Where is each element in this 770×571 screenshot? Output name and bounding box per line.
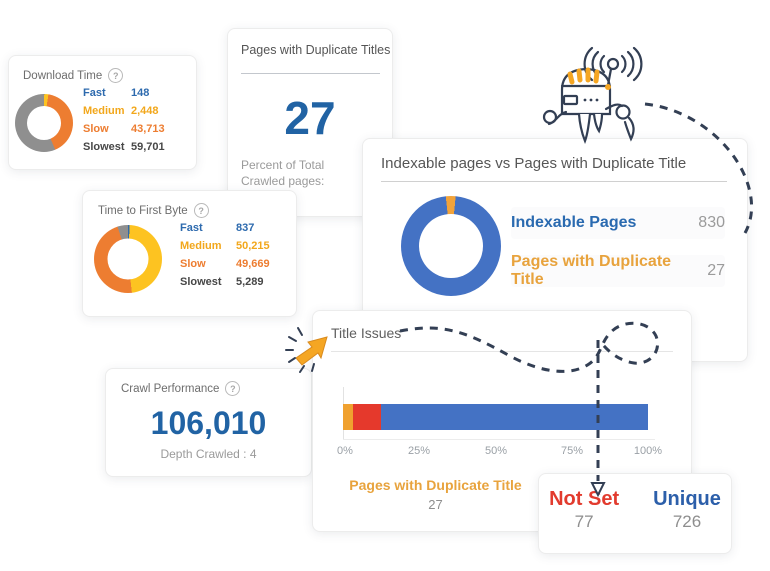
unique-item: Unique 726 <box>653 487 721 533</box>
duplicate-titles-count: 27 <box>284 92 336 144</box>
download-time-donut-chart <box>15 94 73 152</box>
duplicate-titles-card: Pages with Duplicate Titles 27 Percent o… <box>227 28 393 217</box>
legend-row: Slow 49,669 <box>180 255 270 273</box>
unique-label: Unique <box>653 488 721 510</box>
indexable-pages-row: Indexable Pages 830 <box>511 207 725 239</box>
legend-label: Medium <box>83 105 125 117</box>
title-divider <box>331 351 673 352</box>
legend-value: 837 <box>236 222 255 234</box>
legend-label: Slow <box>83 123 109 135</box>
duplicate-title-label: Pages with Duplicate Title <box>511 253 672 288</box>
ttfb-title-text: Time to First Byte <box>98 204 188 217</box>
help-icon[interactable]: ? <box>225 381 241 396</box>
crawl-performance-count: 106,010 <box>150 405 267 441</box>
duplicate-titles-subtitle: Percent of Total Crawled pages: <box>241 157 324 189</box>
download-time-legend: Fast 148 Medium 2,448 Slow 43,713 Slowes… <box>83 84 165 156</box>
axis-tick: 25% <box>407 445 431 457</box>
bar-segment <box>352 404 382 430</box>
download-time-title: Download Time ? <box>9 56 196 83</box>
donut-hole <box>107 238 149 280</box>
duplicate-title-row: Pages with Duplicate Title 27 <box>511 253 725 288</box>
axis-tick: 100% <box>633 445 663 457</box>
axis-tick: 50% <box>484 445 508 457</box>
duplicate-title-value: 27 <box>707 262 725 279</box>
not-set-item: Not Set 77 <box>549 487 619 533</box>
title-issues-title: Title Issues <box>331 325 402 341</box>
not-set-value: 77 <box>574 512 594 531</box>
legend-value: 49,669 <box>236 258 270 270</box>
help-icon[interactable]: ? <box>108 68 124 83</box>
legend-label: Medium <box>180 240 222 252</box>
indexable-donut-chart <box>401 196 501 296</box>
legend-row: Slow 43,713 <box>83 120 165 138</box>
legend-value: 50,215 <box>236 240 270 252</box>
download-time-title-text: Download Time <box>23 69 103 82</box>
not-set-label: Not Set <box>549 488 620 510</box>
legend-value: 148 <box>131 87 150 99</box>
legend-row: Slowest 59,701 <box>83 138 165 156</box>
legend-row: Medium 2,448 <box>83 102 165 120</box>
indexable-card-title: Indexable pages vs Pages with Duplicate … <box>381 155 687 172</box>
legend-label: Slowest <box>83 141 125 153</box>
axis-tick: 75% <box>560 445 584 457</box>
download-time-card: Download Time ? Fast 148 Medium 2,448 Sl… <box>8 55 197 170</box>
indexable-pages-label: Indexable Pages <box>511 214 637 231</box>
legend-row: Medium 50,215 <box>180 237 270 255</box>
legend-label: Slow <box>180 258 206 270</box>
bar-segment <box>343 404 353 430</box>
bar-footer-value: 27 <box>428 497 443 512</box>
legend-value: 43,713 <box>131 123 165 135</box>
unique-value: 726 <box>672 512 702 531</box>
legend-label: Fast <box>180 222 203 234</box>
axis-tick: 0% <box>337 445 353 457</box>
legend-label: Fast <box>83 87 106 99</box>
legend-label: Slowest <box>180 276 222 288</box>
title-divider <box>381 181 727 182</box>
subtitle-line: Crawled pages: <box>241 174 325 188</box>
crawl-performance-title: Crawl Performance ? <box>106 369 311 396</box>
title-issues-stacked-bar <box>343 404 648 430</box>
crawler-robot-icon <box>542 46 643 145</box>
duplicate-titles-title: Pages with Duplicate Titles <box>241 43 391 57</box>
legend-value: 59,701 <box>131 141 165 153</box>
crawl-performance-title-text: Crawl Performance <box>121 382 220 395</box>
bar-footer-label: Pages with Duplicate Title <box>349 477 522 493</box>
bar-footer: Pages with Duplicate Title 27 <box>333 477 538 512</box>
depth-crawled-text: Depth Crawled : 4 <box>160 447 257 461</box>
donut-hole <box>419 214 483 278</box>
legend-value: 5,289 <box>236 276 264 288</box>
crawl-performance-card: Crawl Performance ? 106,010 Depth Crawle… <box>105 368 312 477</box>
not-set-unique-wrap: Not Set 77 Unique 726 <box>539 474 731 533</box>
x-axis-line <box>343 439 655 440</box>
legend-row: Slowest 5,289 <box>180 273 270 291</box>
ttfb-card: Time to First Byte ? Fast 837 Medium 50,… <box>82 190 297 317</box>
not-set-unique-card: Not Set 77 Unique 726 <box>538 473 732 554</box>
ttfb-donut-chart <box>94 225 162 293</box>
donut-hole <box>27 106 61 140</box>
subtitle-line: Percent of Total <box>241 158 325 172</box>
title-divider <box>241 73 380 74</box>
legend-row: Fast 148 <box>83 84 165 102</box>
legend-row: Fast 837 <box>180 219 270 237</box>
ttfb-legend: Fast 837 Medium 50,215 Slow 49,669 Slowe… <box>180 219 270 291</box>
help-icon[interactable]: ? <box>193 203 209 218</box>
bar-segment <box>381 404 648 430</box>
indexable-pages-value: 830 <box>698 214 725 231</box>
ttfb-title: Time to First Byte ? <box>83 191 296 218</box>
legend-value: 2,448 <box>131 105 159 117</box>
